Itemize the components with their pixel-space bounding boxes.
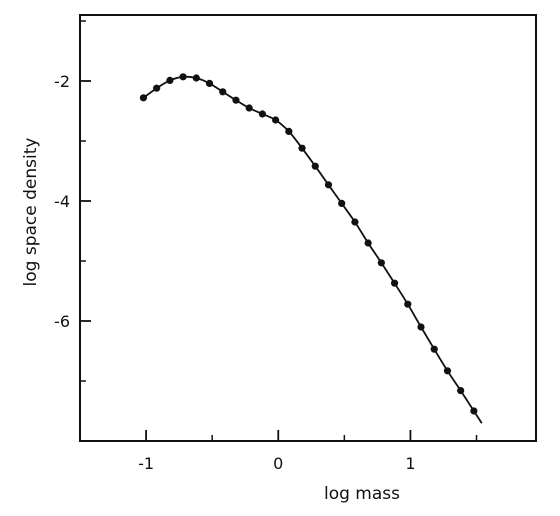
data-point: [311, 162, 319, 170]
data-point: [338, 199, 346, 207]
plot-frame: [79, 14, 537, 442]
data-point: [205, 79, 214, 87]
data-point: [192, 74, 200, 82]
data-point: [166, 76, 174, 84]
tick-marks: [80, 20, 478, 441]
data-point: [232, 96, 240, 104]
data-point: [430, 345, 438, 353]
x-tick-label: 0: [273, 454, 283, 473]
data-point: [417, 323, 425, 331]
x-axis-label: log mass: [324, 484, 400, 504]
data-point: [245, 104, 253, 112]
data-point: [258, 110, 266, 118]
series-line: [142, 75, 483, 424]
data-point: [298, 144, 306, 152]
y-axis-label: log space density: [21, 138, 41, 287]
data-point: [351, 218, 359, 226]
y-tick-label: -2: [54, 72, 70, 91]
data-point: [364, 239, 372, 247]
data-point: [377, 259, 385, 267]
data-point: [285, 127, 293, 135]
data-points: [139, 73, 478, 415]
data-point: [390, 279, 399, 287]
data-point: [272, 116, 280, 124]
data-point: [470, 407, 478, 415]
data-point: [179, 73, 187, 81]
data-point: [139, 94, 148, 102]
y-tick-labels: -2 -4 -6: [54, 72, 70, 331]
x-tick-label: 1: [405, 454, 415, 473]
data-point: [153, 84, 161, 92]
data-point: [457, 387, 465, 395]
x-tick-label: -1: [138, 454, 154, 473]
data-point: [404, 300, 412, 308]
y-tick-label: -4: [54, 192, 70, 211]
y-tick-label: -6: [54, 312, 70, 331]
data-point: [219, 88, 227, 96]
data-point: [443, 367, 452, 375]
x-tick-labels: -1 0 1: [138, 454, 415, 473]
data-point: [324, 181, 333, 189]
